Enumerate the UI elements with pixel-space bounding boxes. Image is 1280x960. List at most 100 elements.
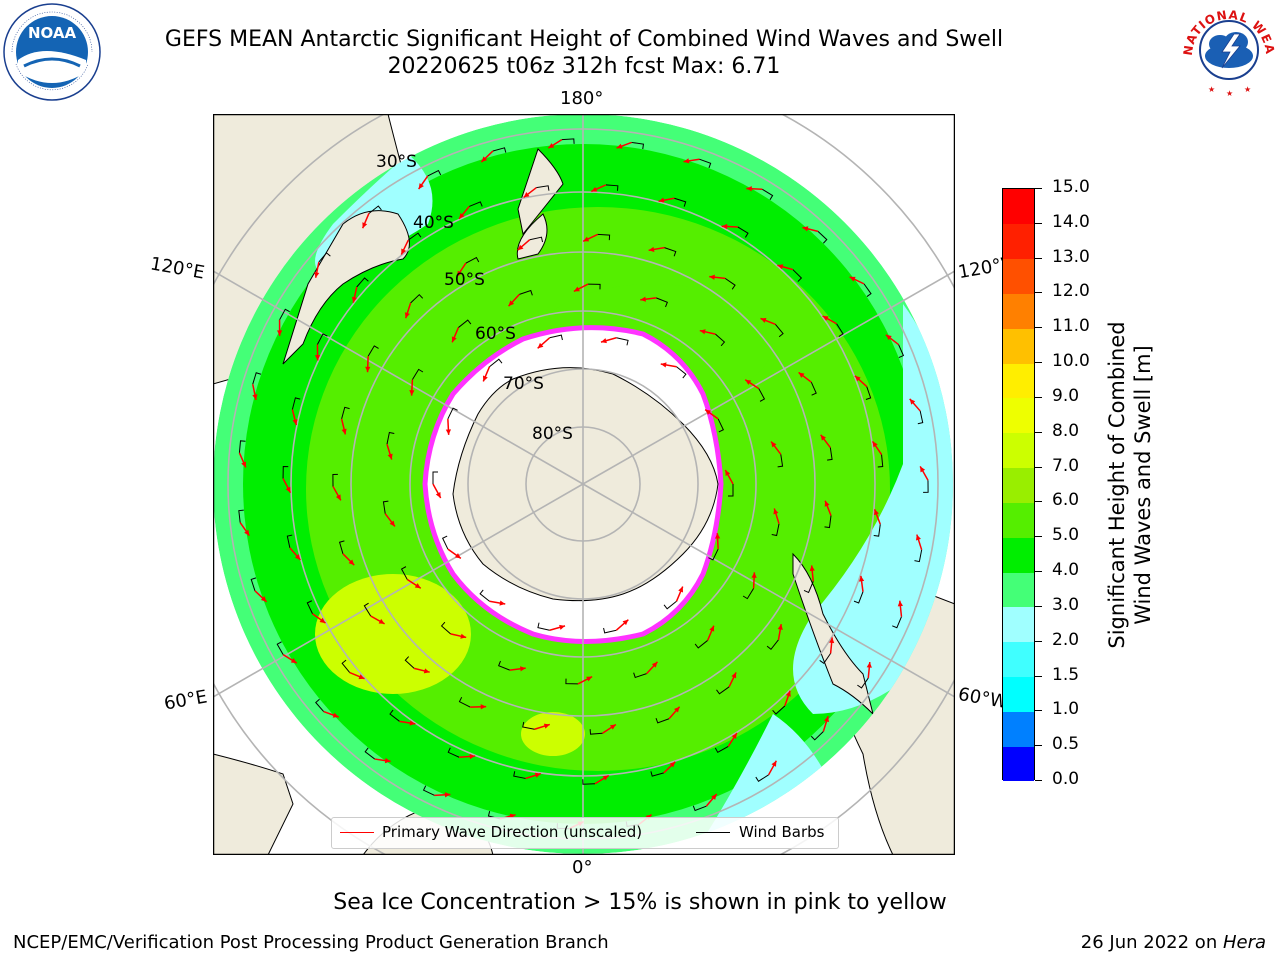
wave-arrow-head [423, 668, 430, 674]
colorbar-band [1003, 606, 1034, 643]
wind-barb [582, 779, 596, 785]
wave-arrow-head [384, 758, 391, 764]
colorbar-band [1003, 502, 1034, 538]
wind-barb [279, 308, 290, 321]
wind-barb [724, 277, 736, 290]
wave-arrow-head [731, 732, 737, 739]
wind-barb [492, 147, 507, 153]
wind-barb [664, 247, 677, 257]
wind-barb [758, 388, 766, 402]
wave-arrow-head [885, 334, 892, 341]
wave-arrow-head [241, 461, 247, 468]
colorbar-band [1003, 641, 1034, 678]
wave-arrow-head [414, 583, 421, 589]
wave-arrow-head [480, 704, 487, 710]
wind-barb [728, 484, 734, 497]
wind-barb [316, 333, 328, 345]
wave-arrow-head [389, 520, 395, 527]
wind-barb [404, 656, 415, 669]
wave-arrow-head [714, 533, 721, 539]
wind-barb [873, 524, 881, 537]
wave-arrow-head [802, 226, 809, 232]
noaa-logo: NOAA [2, 2, 102, 102]
colorbar-tick-label: 10.0 [1052, 351, 1090, 372]
wind-barb [589, 729, 603, 735]
wind-barb [364, 747, 376, 760]
wave-arrow-head [920, 466, 926, 473]
wind-barb [717, 418, 725, 433]
wind-barb [363, 602, 372, 617]
polar-map [212, 113, 956, 856]
wave-arrow-head [658, 197, 665, 203]
wind-barb [674, 197, 687, 207]
wave-arrow-head [777, 264, 784, 270]
wind-barb [633, 672, 647, 679]
wind-barb [465, 256, 480, 264]
footer-host: Hera [1222, 932, 1266, 953]
wind-barb [699, 158, 712, 169]
wind-barb [605, 184, 619, 191]
wave-arrow-head [548, 143, 555, 149]
wave-arrow-head [897, 600, 903, 607]
wave-arrow-head [622, 619, 629, 626]
wind-barb [827, 447, 833, 461]
chart-title: GEFS MEAN Antarctic Significant Height o… [164, 27, 1004, 52]
wave-arrow-head [378, 618, 385, 624]
wave-arrow-head [602, 775, 609, 781]
wind-barb [762, 188, 774, 201]
wave-arrow-head [731, 672, 737, 679]
colorbar-band [1003, 572, 1034, 608]
colorbar-band [1003, 537, 1034, 573]
map-legend: Primary Wave Direction (unscaled) Wind B… [331, 817, 839, 849]
wave-arrow-head [260, 596, 267, 602]
wind-barb [708, 548, 719, 561]
wind-barb [529, 236, 544, 243]
wave-arrow-head [314, 355, 321, 361]
wave-arrow-head [332, 712, 339, 718]
wind-barb [549, 334, 563, 341]
wind-barb [892, 616, 902, 629]
wave-arrow-head [711, 794, 717, 800]
wave-arrow-head [777, 624, 783, 630]
wind-barb [857, 677, 869, 689]
wind-barb [386, 431, 395, 445]
wave-arrow-head [651, 661, 658, 668]
graticule [213, 114, 955, 855]
wind-barb [655, 717, 670, 724]
wind-barb [631, 141, 645, 150]
wave-arrow-head [709, 625, 715, 632]
svg-text:★: ★ [1226, 89, 1233, 98]
wave-arrow-head [820, 434, 827, 441]
wave-arrow-head [824, 500, 830, 507]
wave-arrow-head [537, 342, 544, 349]
wave-arrow-head [648, 246, 655, 252]
colorbar-tick-label: 0.5 [1052, 734, 1080, 755]
colorbar-label: Significant Height of Combined Wind Wave… [1104, 275, 1156, 695]
wave-arrow-head [358, 674, 365, 680]
wave-arrow-head [409, 390, 415, 396]
wave-arrow-head [745, 379, 752, 385]
wind-barb [676, 366, 687, 379]
colorbar-tick-mark [1035, 605, 1042, 607]
lon-label-180: 180° [560, 88, 604, 109]
wave-arrow-head [365, 366, 371, 373]
wave-arrow-head [335, 494, 341, 501]
wind-barb [819, 653, 832, 664]
wave-arrow-head [600, 338, 607, 344]
wind-barb [400, 566, 408, 580]
colorbar-tick-mark [1035, 188, 1042, 189]
wind-barb [537, 622, 550, 631]
colorbar-tick-mark [1035, 327, 1042, 329]
wind-barb [597, 233, 611, 241]
colorbar-tick-label: 5.0 [1052, 525, 1080, 546]
wave-arrow-head [351, 296, 358, 303]
colorbar-band [1003, 363, 1034, 399]
wave-arrow-head [583, 236, 590, 242]
lat-label-60s: 60°S [475, 324, 516, 344]
wind-barb [458, 696, 471, 708]
wave-arrow-head [709, 274, 715, 280]
wind-barb [356, 277, 369, 288]
wave-arrow-head [244, 529, 250, 536]
wave-arrow-head [445, 429, 452, 435]
wave-arrow-head [409, 720, 416, 726]
